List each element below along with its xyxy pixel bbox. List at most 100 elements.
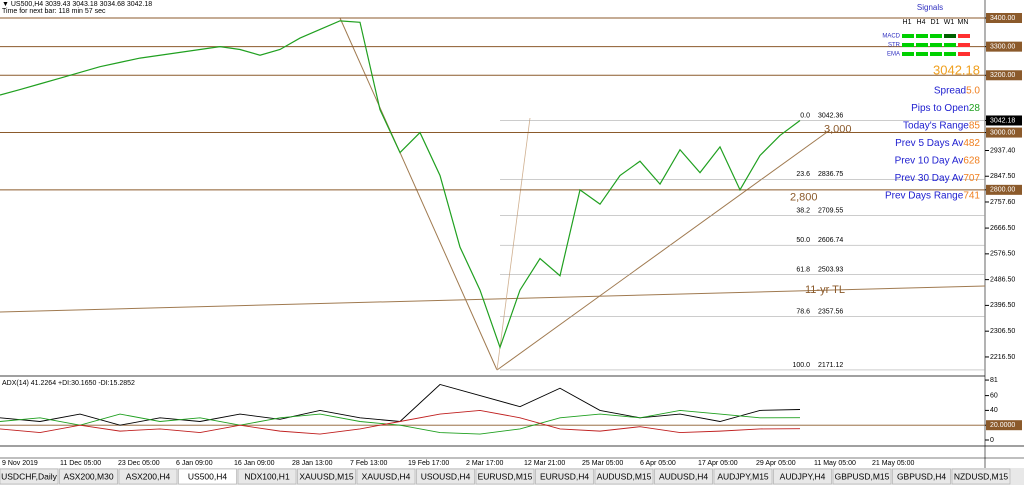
tab[interactable]	[892, 468, 951, 485]
indicator-line	[0, 409, 801, 435]
tab[interactable]	[475, 468, 535, 485]
tab[interactable]	[713, 468, 773, 485]
stat-label: Spread	[934, 86, 966, 97]
tab[interactable]	[535, 468, 594, 485]
date-label: 2 Mar 17:00	[466, 460, 503, 467]
tab-label[interactable]: NZDUSD,M15	[954, 471, 1009, 481]
tab-label[interactable]: AUDJPY,H4	[780, 471, 826, 481]
bar-timer: Time for next bar: 118 min 57 sec	[2, 8, 106, 15]
tab[interactable]	[654, 468, 713, 485]
price-label: 3300.00	[990, 43, 1015, 50]
signal-cell	[958, 34, 970, 38]
trend-line	[496, 129, 831, 371]
price-line	[0, 20, 801, 350]
tab-label[interactable]: ASX200,H4	[126, 471, 171, 481]
fib-ratio: 78.6	[796, 308, 810, 315]
tab-label[interactable]: GBPUSD,H4	[897, 471, 946, 481]
tab[interactable]	[832, 468, 892, 485]
date-label: 16 Jan 09:00	[234, 460, 275, 467]
date-label: 19 Feb 17:00	[408, 460, 449, 467]
indicator-label: 81	[990, 377, 998, 384]
price-box	[986, 41, 1022, 52]
signal-cell	[902, 52, 914, 56]
price-label: 2216.50	[990, 354, 1015, 361]
date-label: 6 Jan 09:00	[176, 460, 213, 467]
tab-label[interactable]: EURUSD,M15	[478, 471, 533, 481]
signal-cell	[916, 52, 928, 56]
fib-ratio: 50.0	[796, 237, 810, 244]
tab-label[interactable]: XAUUSD,H4	[362, 471, 411, 481]
fib-ratio: 23.6	[796, 171, 810, 178]
stat-value: 741	[963, 191, 980, 202]
stat-value: 628	[963, 156, 980, 167]
tab[interactable]	[237, 468, 297, 485]
indicator-box	[986, 420, 1022, 431]
signal-cell	[930, 43, 942, 47]
tab-label[interactable]: XAUUSD,M15	[299, 471, 354, 481]
tab[interactable]	[773, 468, 832, 485]
price-box	[986, 127, 1022, 138]
price-label: 3000.00	[990, 129, 1015, 136]
tab-label[interactable]: AUDUSD,M15	[597, 471, 652, 481]
tab-label[interactable]: EURUSD,H4	[540, 471, 589, 481]
fib-price: 2836.75	[818, 171, 843, 178]
signal-name: EMA	[887, 52, 900, 58]
tab[interactable]	[594, 468, 654, 485]
price-label: 2576.50	[990, 251, 1015, 258]
tab-label[interactable]: AUDUSD,H4	[659, 471, 708, 481]
tab[interactable]	[59, 468, 118, 485]
tab[interactable]	[951, 468, 1011, 485]
stat-value: 5.0	[966, 86, 980, 97]
date-label: 12 Mar 21:00	[524, 460, 565, 467]
signal-cell	[958, 52, 970, 56]
price-label: 3200.00	[990, 72, 1015, 79]
signal-cell	[902, 34, 914, 38]
signal-cell	[944, 34, 956, 38]
signal-cell	[916, 43, 928, 47]
level-note: 11-yr TL	[805, 284, 845, 296]
tab-label[interactable]: US500,H4	[188, 471, 227, 481]
tab[interactable]	[118, 468, 178, 485]
indicator-label: 20.0000	[990, 422, 1015, 429]
tab-label[interactable]: USOUSD,H4	[421, 471, 471, 481]
trend-line	[0, 285, 986, 313]
signal-cell	[958, 43, 970, 47]
fib-anchor	[496, 117, 531, 371]
date-label: 6 Apr 05:00	[640, 460, 676, 467]
symbol-info: ▼ US500,H4 3039.43 3043.18 3034.68 3042.…	[2, 1, 152, 8]
price-label: 2757.60	[990, 199, 1015, 206]
fib-ratio: 100.0	[792, 362, 810, 369]
stat-label: Prev 30 Day Av	[895, 173, 964, 184]
stat-value: 28	[969, 103, 981, 114]
signal-cell	[930, 34, 942, 38]
tab-label[interactable]: USDCHF,Daily	[1, 471, 57, 481]
price-label: 2847.50	[990, 173, 1015, 180]
fib-ratio: 61.8	[796, 266, 810, 273]
tab-label[interactable]: AUDJPY,M15	[717, 471, 769, 481]
tab[interactable]	[178, 468, 237, 485]
price-label: 2306.50	[990, 328, 1015, 335]
stat-label: Prev 5 Days Av	[895, 138, 963, 149]
price-label: 3042.18	[990, 117, 1015, 124]
signal-period: MN	[958, 19, 969, 26]
signal-name: MACD	[882, 34, 900, 40]
indicator-title: ADX(14) 41.2264 +DI:30.1650 -DI:15.2852	[2, 380, 135, 387]
tab-label[interactable]: ASX200,M30	[63, 471, 113, 481]
signal-name: STR	[888, 43, 901, 49]
tab[interactable]	[356, 468, 416, 485]
stat-label: Prev 10 Day Av	[895, 156, 964, 167]
tab-label[interactable]: GBPUSD,M15	[835, 471, 890, 481]
price-box	[986, 70, 1022, 81]
tab[interactable]	[416, 468, 475, 485]
signal-cell	[902, 43, 914, 47]
signal-period: H1	[903, 19, 912, 26]
tab[interactable]	[297, 468, 356, 485]
level-note: 3,000	[824, 123, 852, 135]
tab[interactable]	[0, 468, 59, 485]
indicator-label: 40	[990, 407, 998, 414]
stat-value: 85	[969, 121, 981, 132]
tab-label[interactable]: NDX100,H1	[244, 471, 290, 481]
price-label: 2800.00	[990, 187, 1015, 194]
